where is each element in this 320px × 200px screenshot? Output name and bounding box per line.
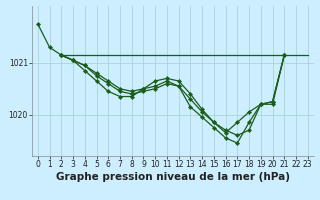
X-axis label: Graphe pression niveau de la mer (hPa): Graphe pression niveau de la mer (hPa) — [56, 172, 290, 182]
